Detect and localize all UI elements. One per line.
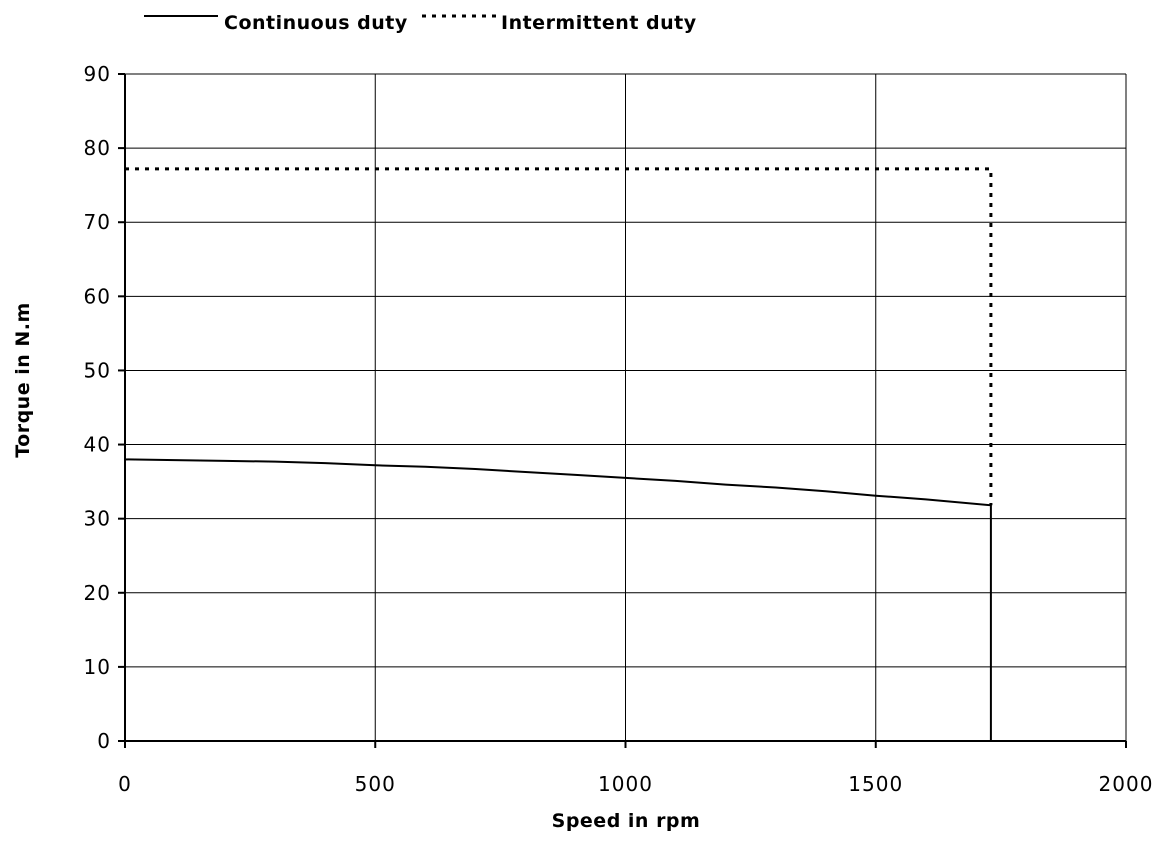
series-line-intermittent-duty: [125, 167, 993, 506]
legend-label-continuous: Continuous duty: [224, 12, 408, 34]
legend: Continuous duty Intermittent duty: [144, 12, 697, 34]
y-axis-title: Torque in N.m: [12, 302, 34, 458]
y-tick-label: 40: [84, 433, 111, 457]
y-tick-label: 60: [84, 284, 111, 308]
series-line-continuous-duty: [124, 458, 992, 741]
y-tick-label: 20: [84, 581, 111, 605]
plot-series: [124, 167, 993, 741]
axes: [118, 73, 1127, 748]
x-tick-label: 1500: [848, 772, 903, 796]
x-tick-label: 500: [355, 772, 396, 796]
gridlines: [125, 73, 1127, 741]
x-axis-title: Speed in rpm: [552, 810, 701, 832]
y-tick-label: 90: [84, 62, 111, 86]
y-tick-label: 50: [84, 358, 111, 382]
y-tick-label: 10: [84, 655, 111, 679]
x-tick-label: 2000: [1099, 772, 1154, 796]
x-tick-label: 0: [118, 772, 132, 796]
x-tick-label: 1000: [598, 772, 653, 796]
y-tick-label: 30: [84, 507, 111, 531]
tick-labels: 0 10 20 30 40 50 60 70 80 90 0 500 1000 1500 2000: [84, 62, 1154, 796]
y-tick-label: 80: [84, 136, 111, 160]
legend-label-intermittent: Intermittent duty: [501, 12, 697, 34]
y-tick-label: 70: [84, 210, 111, 234]
y-tick-label: 0: [97, 729, 111, 753]
